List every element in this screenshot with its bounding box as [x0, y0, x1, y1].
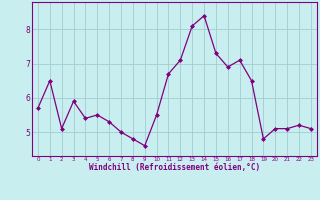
X-axis label: Windchill (Refroidissement éolien,°C): Windchill (Refroidissement éolien,°C) [89, 163, 260, 172]
